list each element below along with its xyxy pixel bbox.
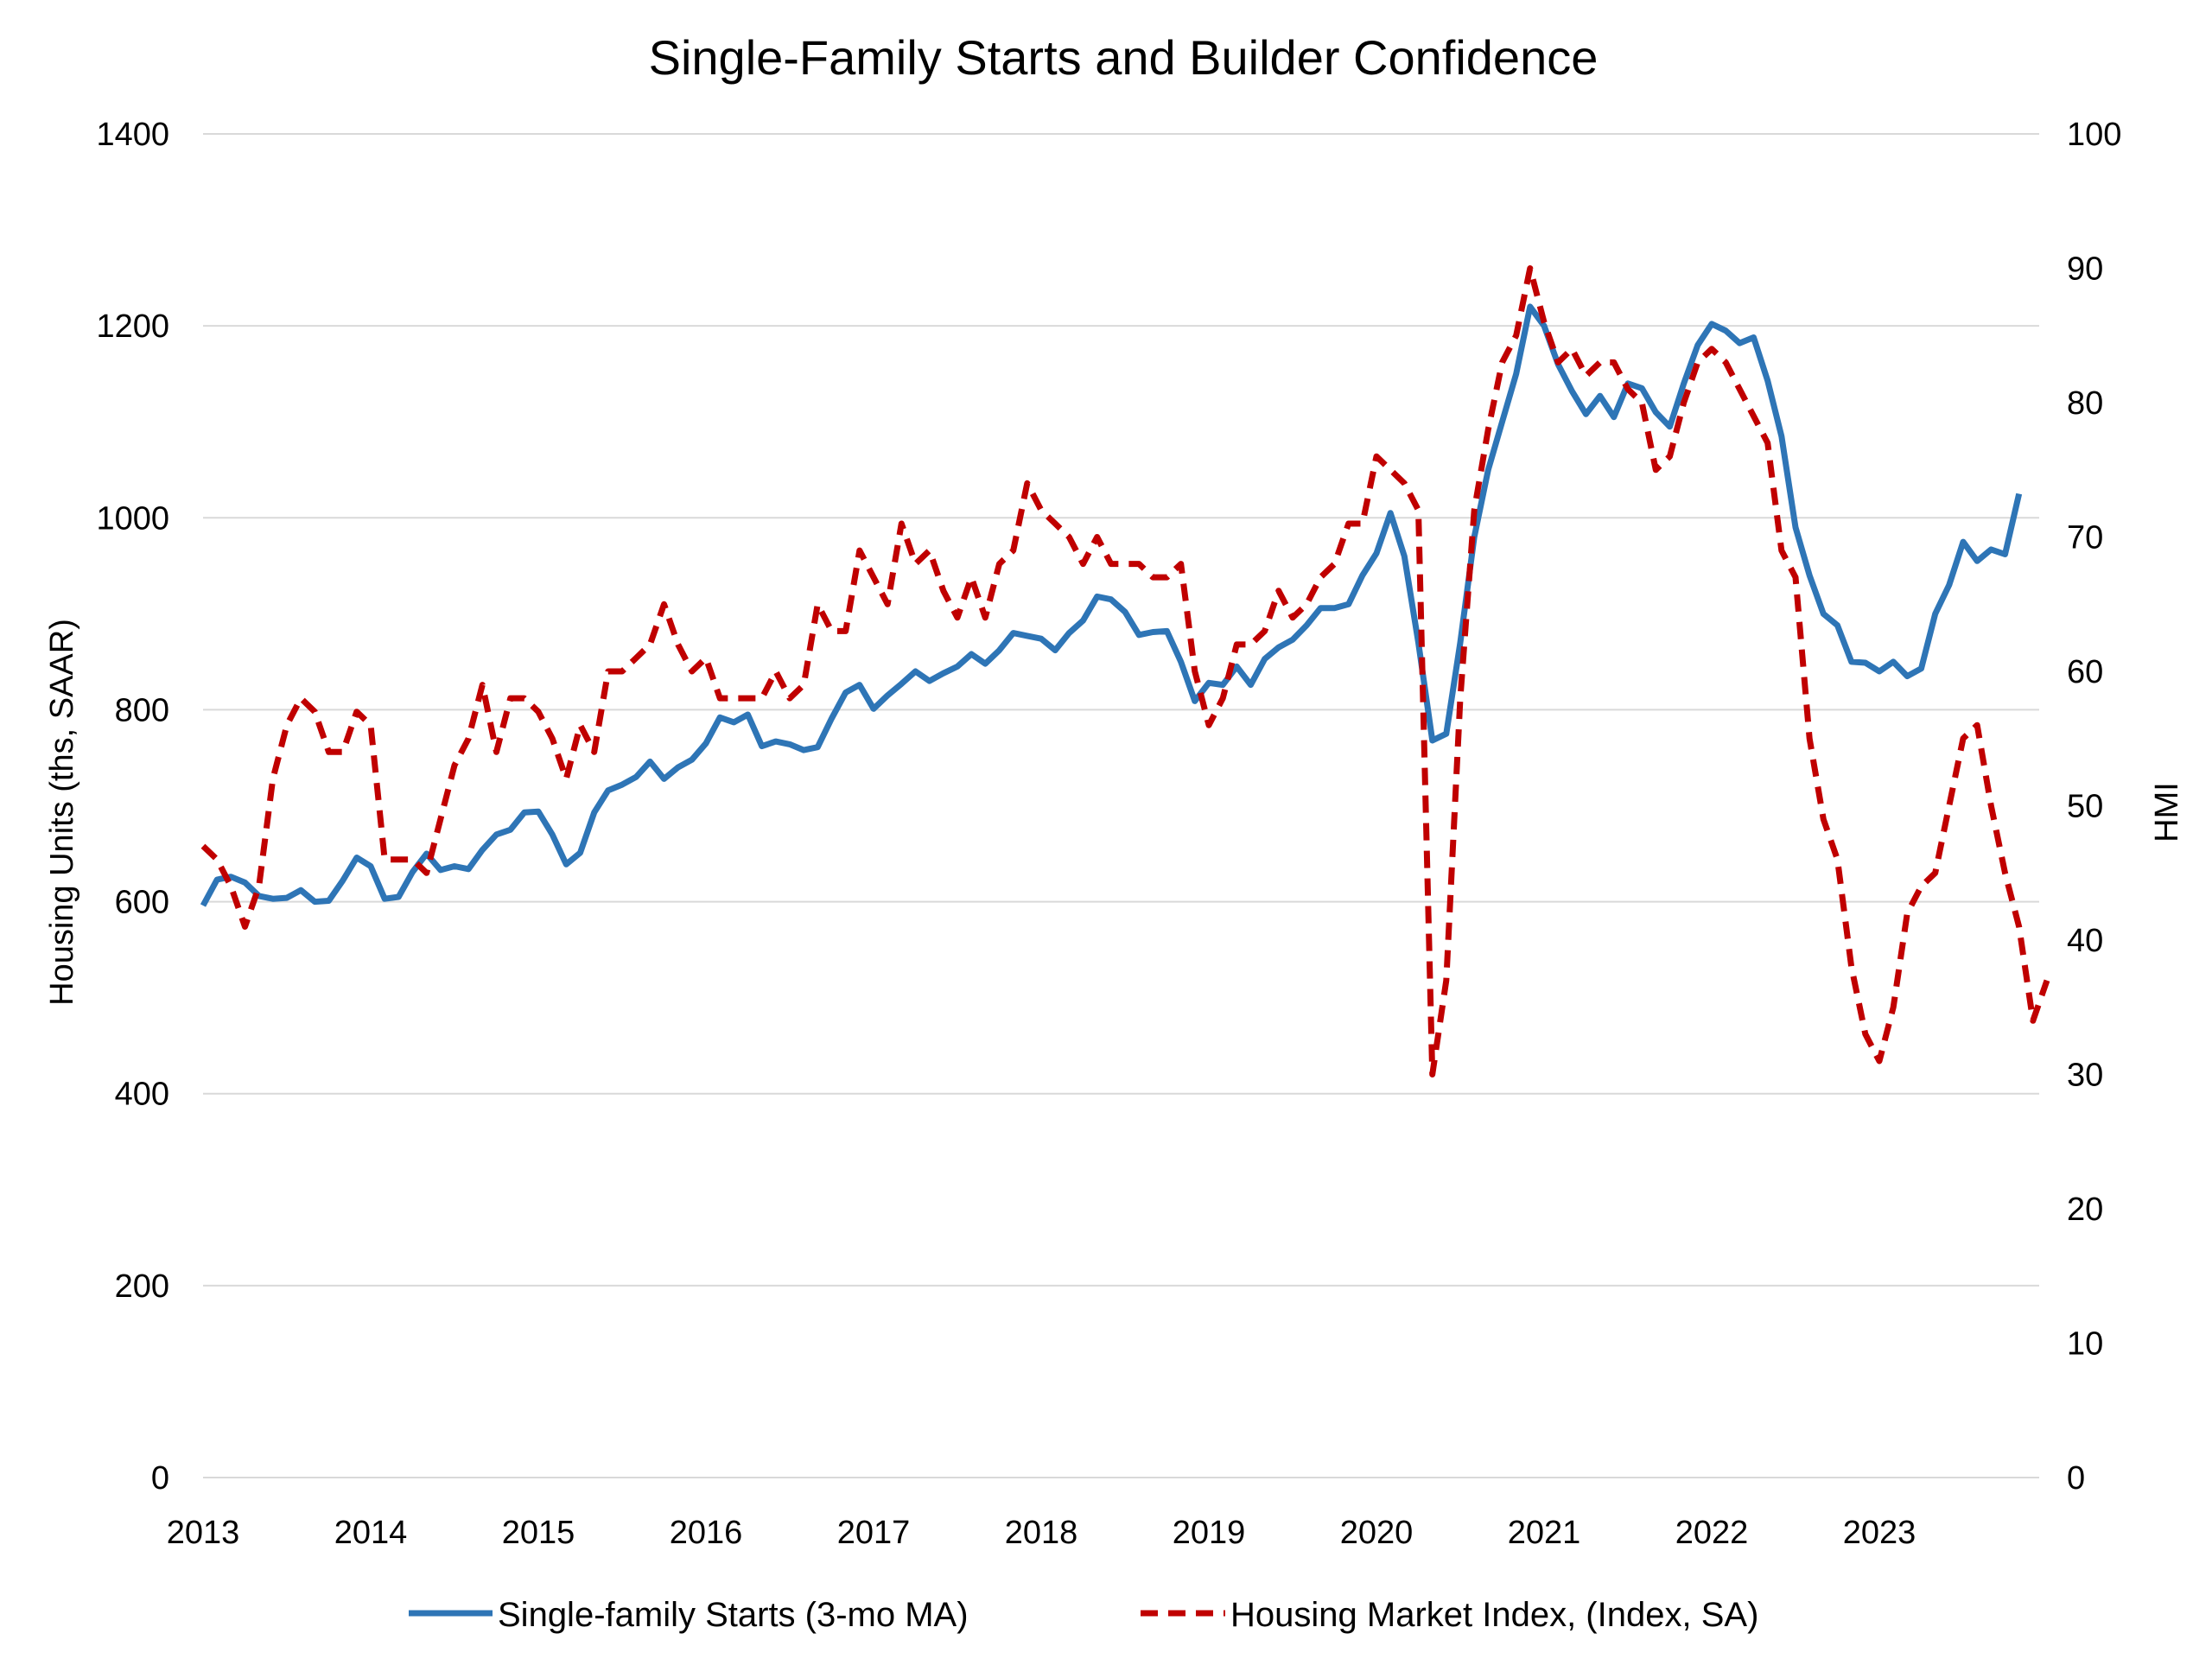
y-tick-label: 600 xyxy=(115,885,169,921)
y2-tick-label: 60 xyxy=(2067,654,2103,690)
y2-tick-label: 100 xyxy=(2067,117,2121,153)
legend-label-hmi: Housing Market Index, (Index, SA) xyxy=(1230,1596,1758,1634)
y2-tick-label: 10 xyxy=(2067,1326,2103,1363)
y-tick-label: 1400 xyxy=(96,117,169,153)
y-axis-left-label: Housing Units (ths, SAAR) xyxy=(44,619,80,1006)
gridlines xyxy=(203,133,2039,1478)
y-axis-left: 0 200 400 600 800 1000 1200 1400 xyxy=(96,117,169,1497)
x-tick-label: 2013 xyxy=(167,1515,240,1551)
x-tick-label: 2021 xyxy=(1508,1515,1581,1551)
series-line-hmi xyxy=(200,265,2050,1077)
y-tick-label: 800 xyxy=(115,692,169,728)
x-tick-label: 2018 xyxy=(1005,1515,1078,1551)
y2-tick-label: 30 xyxy=(2067,1058,2103,1094)
y-tick-label: 0 xyxy=(151,1460,169,1497)
x-tick-label: 2022 xyxy=(1675,1515,1749,1551)
y2-tick-label: 0 xyxy=(2067,1460,2085,1497)
y2-tick-label: 70 xyxy=(2067,520,2103,556)
y2-tick-label: 50 xyxy=(2067,789,2103,825)
x-tick-label: 2017 xyxy=(837,1515,911,1551)
y-axis-right: 0 10 20 30 40 50 60 70 80 90 100 xyxy=(2067,117,2121,1497)
y-tick-label: 1200 xyxy=(96,308,169,345)
y2-tick-label: 90 xyxy=(2067,251,2103,288)
y-axis-right-label: HMI xyxy=(2149,782,2185,842)
x-tick-label: 2016 xyxy=(670,1515,743,1551)
legend-label-starts: Single-family Starts (3-mo MA) xyxy=(498,1596,969,1634)
y-tick-label: 1000 xyxy=(96,500,169,537)
x-tick-label: 2014 xyxy=(334,1515,408,1551)
y2-tick-label: 40 xyxy=(2067,923,2103,959)
y-tick-label: 200 xyxy=(115,1268,169,1305)
y2-tick-label: 80 xyxy=(2067,385,2103,422)
x-tick-label: 2023 xyxy=(1843,1515,1916,1551)
chart-title: Single-Family Starts and Builder Confide… xyxy=(649,30,1599,85)
legend: Single-family Starts (3-mo MA) Housing M… xyxy=(409,1596,1758,1634)
y-tick-label: 400 xyxy=(115,1077,169,1113)
x-axis: 2013 2014 2015 2016 2017 2018 2019 2020 2021 2022… xyxy=(167,1515,1916,1551)
x-tick-label: 2020 xyxy=(1340,1515,1414,1551)
x-tick-label: 2015 xyxy=(502,1515,575,1551)
y2-tick-label: 20 xyxy=(2067,1192,2103,1228)
series-line-starts xyxy=(200,303,2023,907)
x-tick-label: 2019 xyxy=(1173,1515,1246,1551)
series-lines xyxy=(200,265,2050,1077)
